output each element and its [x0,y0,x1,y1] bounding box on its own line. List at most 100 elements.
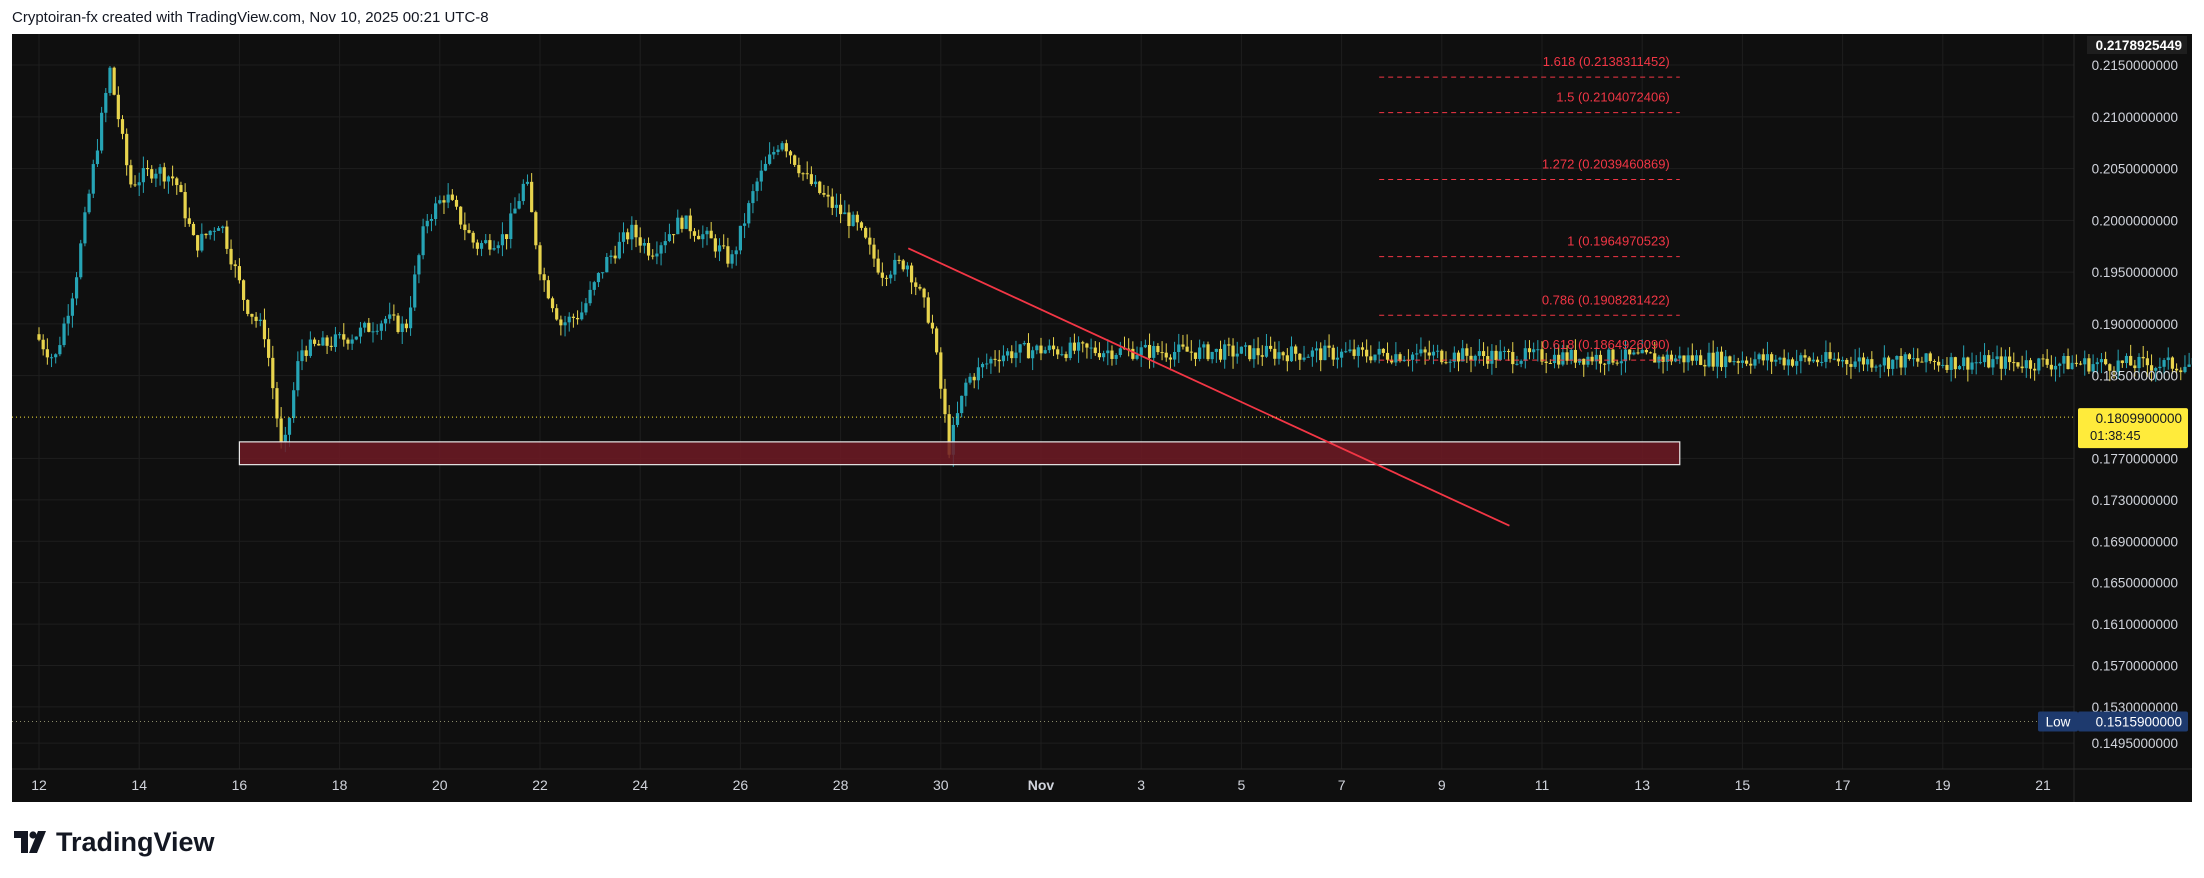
candle-body [976,367,980,381]
time-tick-label: 26 [733,777,749,793]
candle-body [1598,354,1603,364]
candle-body [1089,347,1093,349]
candle-body [83,212,87,244]
price-tick-label: 0.1610000000 [2092,617,2178,632]
candle-body [1327,345,1331,348]
price-tick-label: 0.1530000000 [2092,700,2178,715]
candle-body [717,245,722,252]
chart-caption: Cryptoiran-fx created with TradingView.c… [12,9,489,26]
candle-body [1306,356,1310,358]
candle-body [730,254,734,264]
candle-body [1732,361,1736,363]
candle-body [254,316,258,321]
trendline[interactable] [12,247,2074,722]
time-tick-label: 22 [532,777,548,793]
candle-body [74,277,79,299]
candle-body [196,235,200,251]
candle-body [275,388,279,419]
candle-body [613,255,617,259]
fib-extension[interactable]: 1.618 (0.2138311452) 1.5 (0.2104072406) 1.… [1379,54,1680,361]
candle-body [475,242,479,249]
chart-background [12,34,2192,802]
candle-body [1260,355,1264,357]
candle-body [918,286,922,289]
candle-body [1648,352,1653,354]
candle-body [1068,342,1072,359]
candle-body [646,242,651,256]
candle-body [1231,345,1235,357]
candle-body [1469,355,1473,361]
candle-body [960,395,964,414]
price-chart[interactable]: 1.618 (0.2138311452) 1.5 (0.2104072406) 1.… [12,34,2192,802]
candle-body [1365,349,1369,357]
candle-body [1974,362,1978,364]
candle-body [705,230,709,235]
candle-body [621,232,626,242]
candle-body [1398,354,1402,362]
price-tick-label: 0.1570000000 [2092,658,2178,673]
candle-body [120,119,125,134]
support-zone-rect [238,441,1681,466]
candle-body [1415,353,1419,355]
candle-body [1774,359,1778,362]
candle-body [158,167,162,174]
candle-body [2091,364,2095,372]
candle-body [2066,355,2070,370]
candle-body [1410,354,1415,360]
candle-body [271,357,275,389]
candle-body [1252,348,1256,360]
candle-body [1035,345,1039,351]
candle-body [1519,360,1523,364]
candle-body [45,349,49,358]
candle-body [1515,363,1519,365]
candle-body [1824,352,1828,362]
candle-body [2074,362,2078,364]
candle-body [1047,345,1051,351]
candle-body [1060,354,1064,356]
grid [12,34,2074,769]
candle-body [108,67,112,93]
candle-body [1665,354,1669,362]
candle-body [980,363,985,368]
candle-body [605,256,609,273]
price-axis[interactable]: 0.2150000000 0.2100000000 0.2050000000 0.20… [2038,34,2188,802]
candle-body [2058,363,2062,366]
candle-body [1348,349,1352,352]
candle-body [2053,365,2058,370]
candle-body [1628,349,1632,355]
candle-body [141,168,145,183]
chart-panel[interactable]: 1.618 (0.2138311452) 1.5 (0.2104072406) 1.… [12,34,2192,802]
candle-body [880,272,884,278]
candle-body [1319,348,1323,361]
candle-body [709,230,713,239]
candle-body [2012,362,2016,364]
candle-body [759,170,763,182]
candle-body [375,330,379,332]
price-tick-label: 0.1850000000 [2092,369,2178,384]
candle-body [1532,349,1536,353]
candle-body [1811,359,1815,362]
candle-body [1928,353,1932,362]
candle-body [1473,355,1477,361]
candle-body [1444,362,1448,364]
candle-body [463,224,467,231]
candle-body [642,242,646,246]
candle-body [2179,370,2183,373]
candle-body [450,194,454,200]
time-tick-label: 14 [131,777,147,793]
candle-body [584,303,588,313]
candle-body [1102,353,1106,358]
candle-body [1782,357,1786,366]
candle-body [855,214,859,223]
candle-body [100,112,104,151]
time-axis[interactable]: 12 14 16 18 20 22 24 26 28 30 Nov 3 5 7 9 11 13 15 17 19 21 [12,768,2192,793]
time-tick-label: 11 [1535,777,1550,793]
candle-body [935,328,939,353]
candle-body [1911,358,1916,360]
support-zone[interactable] [238,441,1681,466]
candle-body [1085,343,1089,348]
candle-body [847,212,851,226]
candle-body [1703,364,1707,367]
candle-body [1790,359,1795,366]
candle-body [1795,361,1799,366]
